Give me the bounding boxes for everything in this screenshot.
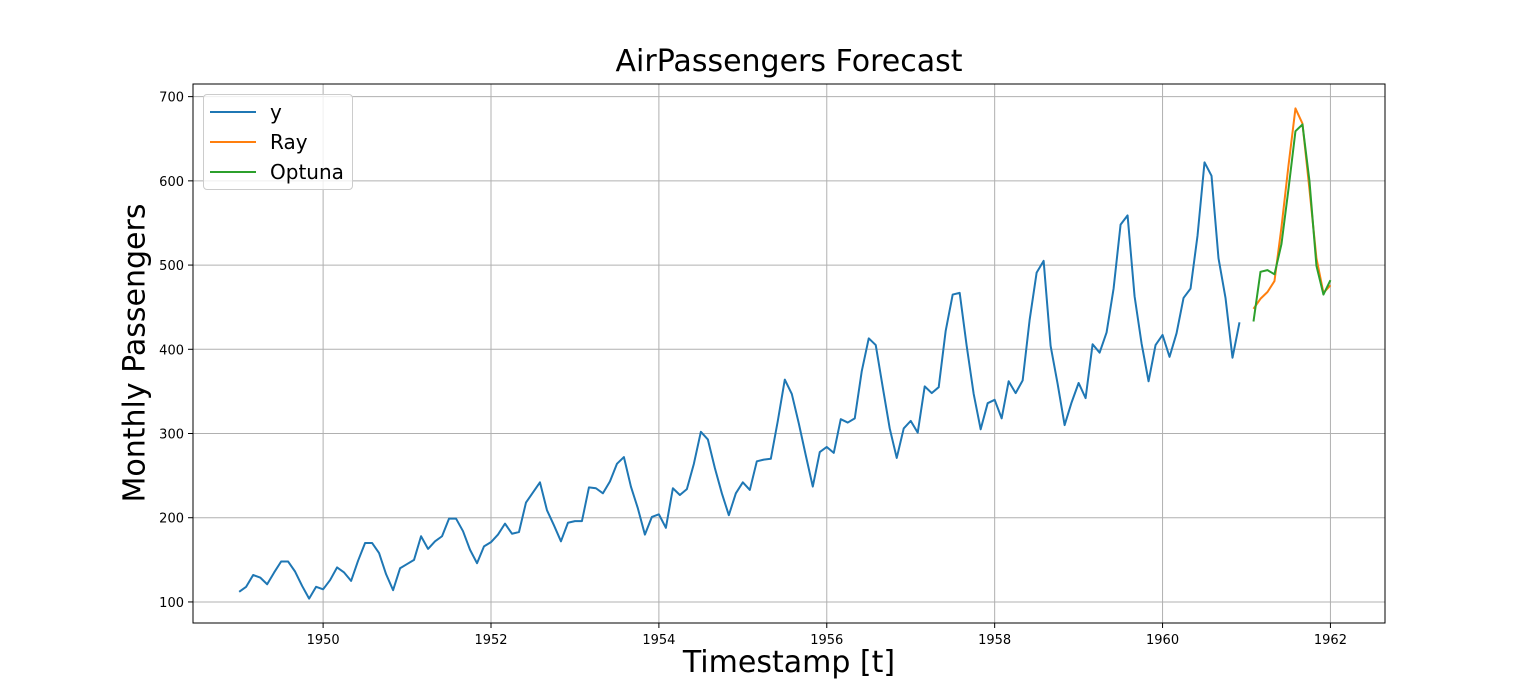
y-tick-label: 700 — [159, 91, 184, 106]
grid-lines — [193, 84, 1385, 623]
x-tick-label: 1962 — [1314, 633, 1347, 648]
x-axis-label: Timestamp [t] — [682, 645, 896, 680]
y-tick-label: 200 — [159, 512, 184, 527]
legend-label-optuna: Optuna — [270, 160, 344, 184]
legend: y Ray Optuna — [203, 94, 353, 190]
legend-item-y: y — [210, 98, 352, 126]
x-tick-label: 1954 — [642, 633, 675, 648]
series-line-optuna — [1252, 123, 1332, 322]
legend-label-y: y — [270, 100, 282, 124]
y-tick-label: 300 — [159, 428, 184, 443]
x-tick-label: 1956 — [810, 633, 843, 648]
x-tick-label: 1958 — [978, 633, 1011, 648]
legend-swatch-optuna — [210, 171, 256, 173]
series-lines — [238, 107, 1332, 600]
legend-swatch-y — [210, 111, 256, 113]
chart-title: AirPassengers Forecast — [615, 44, 963, 79]
y-tick-label: 500 — [159, 259, 184, 274]
y-tick-label: 400 — [159, 343, 184, 358]
axis-ticks: 1950 1952 1954 1956 1958 1960 1962 100 200 300 400… — [159, 91, 1347, 648]
y-tick-label: 600 — [159, 175, 184, 190]
x-tick-label: 1950 — [307, 633, 340, 648]
legend-item-optuna: Optuna — [210, 158, 352, 186]
y-tick-label: 100 — [159, 596, 184, 611]
legend-item-ray: Ray — [210, 128, 352, 156]
x-tick-label: 1960 — [1146, 633, 1179, 648]
legend-label-ray: Ray — [270, 130, 308, 154]
legend-swatch-ray — [210, 141, 256, 143]
series-line-y — [238, 161, 1241, 600]
x-tick-label: 1952 — [474, 633, 507, 648]
y-axis-label: Monthly Passengers — [117, 203, 153, 503]
series-line-ray — [1252, 107, 1332, 310]
axes-frame — [192, 83, 1386, 624]
